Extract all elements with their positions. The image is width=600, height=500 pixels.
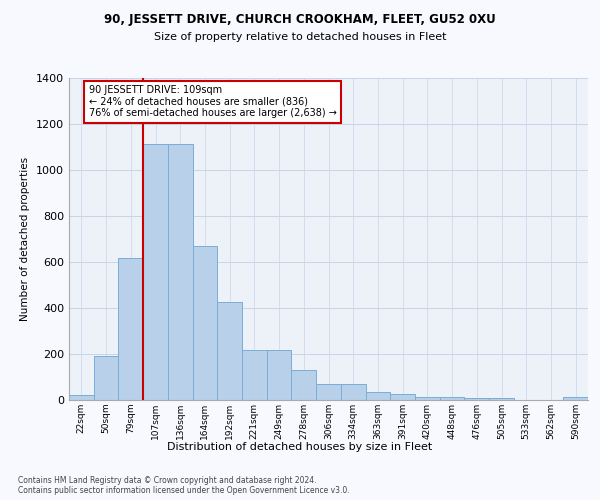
Bar xyxy=(489,398,514,400)
Bar xyxy=(563,397,588,400)
Bar xyxy=(94,356,118,400)
Bar xyxy=(267,350,292,400)
Bar xyxy=(69,396,94,400)
Text: 90, JESSETT DRIVE, CHURCH CROOKHAM, FLEET, GU52 0XU: 90, JESSETT DRIVE, CHURCH CROOKHAM, FLEE… xyxy=(104,12,496,26)
Bar xyxy=(415,397,440,400)
Y-axis label: Number of detached properties: Number of detached properties xyxy=(20,156,31,321)
Text: Contains HM Land Registry data © Crown copyright and database right 2024.
Contai: Contains HM Land Registry data © Crown c… xyxy=(18,476,350,496)
Bar xyxy=(341,384,365,400)
Bar xyxy=(316,384,341,400)
Bar xyxy=(242,350,267,400)
Bar xyxy=(143,144,168,400)
Bar xyxy=(168,144,193,400)
Bar xyxy=(365,392,390,400)
Bar xyxy=(292,370,316,400)
Bar xyxy=(464,398,489,400)
Bar xyxy=(193,246,217,400)
Text: Size of property relative to detached houses in Fleet: Size of property relative to detached ho… xyxy=(154,32,446,42)
Bar xyxy=(440,397,464,400)
Bar xyxy=(390,394,415,400)
Bar xyxy=(118,258,143,400)
Text: Distribution of detached houses by size in Fleet: Distribution of detached houses by size … xyxy=(167,442,433,452)
Bar xyxy=(217,302,242,400)
Text: 90 JESSETT DRIVE: 109sqm
← 24% of detached houses are smaller (836)
76% of semi-: 90 JESSETT DRIVE: 109sqm ← 24% of detach… xyxy=(89,85,337,118)
